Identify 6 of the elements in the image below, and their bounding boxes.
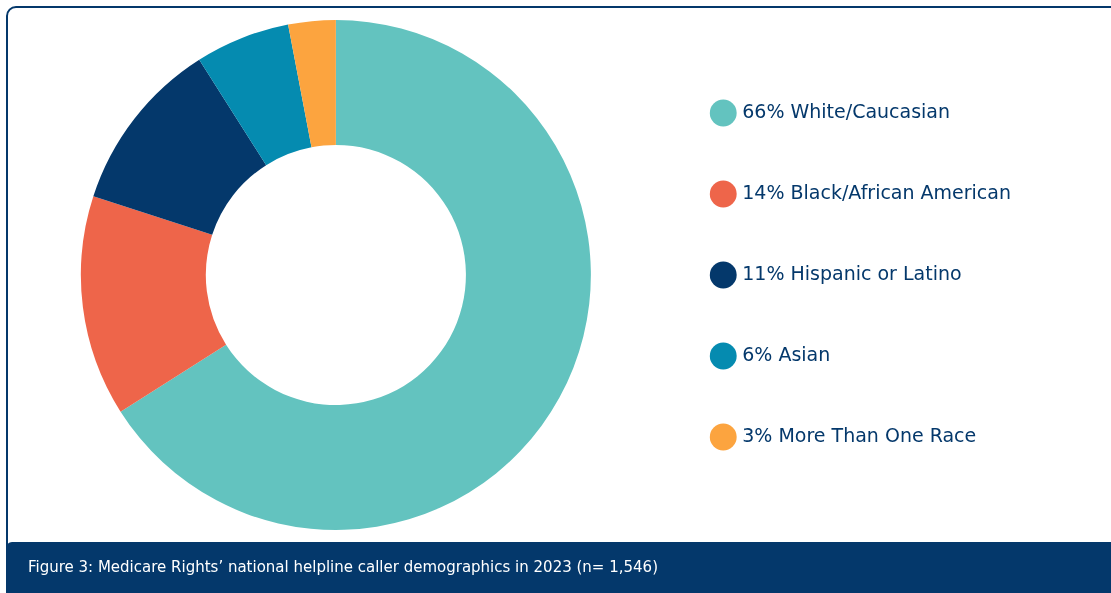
legend-label: 3% More Than One Race [742, 423, 977, 446]
legend-label: 66% White/Caucasian [742, 99, 951, 122]
legend-label: 14% Black/African American [742, 180, 1011, 203]
legend-label: 11% Hispanic or Latino [742, 261, 962, 284]
caption: Figure 3: Medicare Rights’ national helpline caller demographics in 2023 (n= 1,546) [28, 558, 659, 576]
legend-label: 6% Asian [742, 342, 831, 365]
